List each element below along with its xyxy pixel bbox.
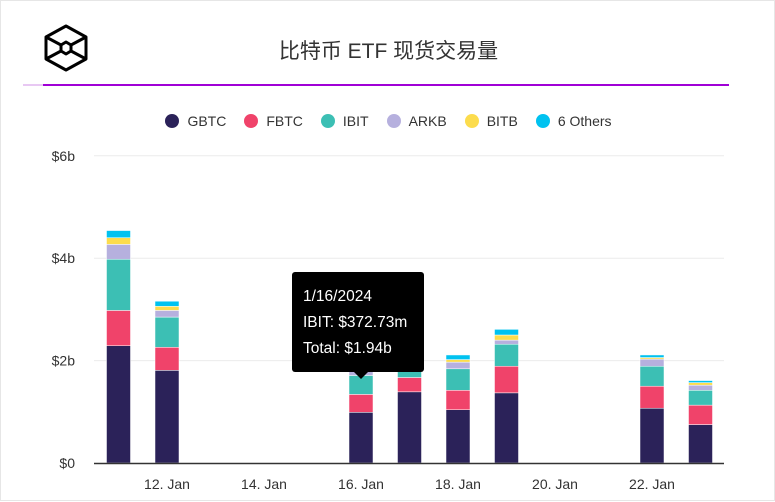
legend-dot-icon	[244, 114, 259, 128]
legend-label: ARKB	[408, 113, 447, 129]
bar-fbtc-19-jan	[494, 365, 519, 394]
legend: GBTC FBTC IBIT ARKB BITB 6 Others	[1, 113, 775, 129]
bar-fbtc-12-jan	[154, 347, 180, 371]
header-divider	[23, 84, 729, 86]
legend-label: BITB	[486, 113, 518, 129]
chart-title: 比特币 ETF 现货交易量	[278, 40, 499, 63]
bar-arkb-23-jan	[688, 384, 713, 391]
bar-6-others-19-jan	[494, 329, 519, 336]
legend-item-gbtc[interactable]: GBTC	[165, 113, 226, 129]
bar-ibit-11-jan	[106, 258, 131, 311]
x-tick-label: 14. Jan	[241, 476, 287, 492]
bar-bitb-19-jan	[494, 334, 519, 341]
legend-item-arkb[interactable]: ARKB	[386, 113, 447, 129]
tooltip-arrow	[353, 371, 369, 379]
legend-item-6-others[interactable]: 6 Others	[535, 113, 612, 129]
bar-fbtc-22-jan	[639, 385, 665, 409]
bar-fbtc-23-jan	[688, 404, 713, 425]
legend-label: FBTC	[266, 113, 303, 129]
legend-dot-icon	[386, 114, 401, 128]
bar-gbtc-22-jan	[639, 407, 665, 464]
bar-arkb-18-jan	[445, 361, 471, 370]
legend-dot-icon	[165, 114, 180, 128]
bar-ibit-23-jan	[688, 390, 713, 406]
bar-fbtc-16-jan	[348, 394, 374, 413]
tooltip-date: 1/16/2024	[303, 288, 372, 305]
bar-bitb-23-jan	[688, 382, 713, 386]
bar-fbtc-11-jan	[106, 310, 131, 347]
bar-arkb-12-jan	[154, 310, 180, 318]
bar-bitb-12-jan	[154, 306, 180, 311]
bar-6-others-12-jan	[154, 300, 180, 307]
legend-item-bitb[interactable]: BITB	[464, 113, 518, 129]
bar-gbtc-18-jan	[445, 409, 471, 464]
legend-label: 6 Others	[557, 113, 612, 129]
bar-6-others-18-jan	[445, 354, 471, 360]
bar-gbtc-17-jan	[397, 391, 422, 464]
legend-dot-icon	[535, 114, 550, 128]
y-tick-label: $2b	[52, 353, 76, 369]
bar-gbtc-12-jan	[154, 370, 180, 464]
legend-item-fbtc[interactable]: FBTC	[244, 113, 303, 129]
x-tick-label: 20. Jan	[532, 476, 578, 492]
cube-logo-icon	[44, 24, 88, 72]
bar-bitb-11-jan	[106, 237, 131, 245]
bar-arkb-22-jan	[639, 358, 665, 367]
bar-arkb-11-jan	[106, 244, 131, 260]
y-tick-label: $0	[59, 455, 75, 471]
bar-bitb-18-jan	[445, 359, 471, 363]
tooltip: 1/16/2024 IBIT: $372.73m Total: $1.94b	[292, 272, 424, 379]
tooltip-series-value: IBIT: $372.73m	[303, 314, 408, 331]
legend-item-ibit[interactable]: IBIT	[320, 113, 369, 129]
legend-label: IBIT	[342, 113, 369, 129]
x-tick-label: 18. Jan	[435, 476, 481, 492]
bar-arkb-19-jan	[494, 339, 519, 345]
bar-ibit-22-jan	[639, 365, 665, 387]
bar-ibit-18-jan	[445, 368, 471, 391]
bar-gbtc-11-jan	[106, 345, 131, 464]
x-tick-label: 22. Jan	[629, 476, 675, 492]
legend-label: GBTC	[187, 113, 227, 129]
x-tick-label: 16. Jan	[338, 476, 384, 492]
x-tick-label: 12. Jan	[144, 476, 190, 492]
bar-6-others-11-jan	[106, 230, 131, 238]
y-tick-label: $6b	[52, 148, 76, 164]
y-tick-label: $4b	[52, 250, 76, 266]
bar-6-others-22-jan	[639, 354, 665, 358]
legend-dot-icon	[320, 114, 335, 128]
tooltip-total: Total: $1.94b	[303, 340, 392, 357]
legend-dot-icon	[464, 114, 479, 128]
bar-ibit-19-jan	[494, 343, 519, 367]
bar-gbtc-16-jan	[348, 412, 374, 464]
bar-gbtc-19-jan	[494, 392, 519, 464]
bar-ibit-12-jan	[154, 316, 180, 348]
bar-6-others-23-jan	[688, 380, 713, 383]
bar-fbtc-18-jan	[445, 390, 471, 411]
bar-gbtc-23-jan	[688, 424, 713, 464]
bar-fbtc-17-jan	[397, 377, 422, 393]
